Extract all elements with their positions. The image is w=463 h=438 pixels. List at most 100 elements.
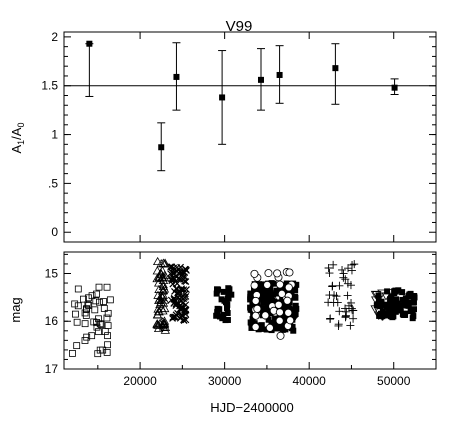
open-circle-point [264, 269, 273, 278]
ratio-points [85, 40, 399, 172]
open-circle-point [251, 311, 260, 320]
filled-square-point [248, 324, 255, 331]
cross-point [180, 286, 188, 294]
open-circle-point [263, 280, 272, 289]
filled-square-point [375, 292, 382, 299]
triangle-point [159, 318, 170, 327]
cross-point [182, 278, 190, 285]
bottom-y-ticks: 15 16 17 [45, 253, 436, 376]
filled-square-point [407, 290, 414, 297]
filled-square-point [258, 287, 265, 294]
plus-point [329, 260, 338, 269]
open-square-point [104, 322, 112, 330]
open-circle-point [283, 296, 292, 305]
triangle-point [154, 284, 164, 293]
filled-square-point [263, 305, 270, 312]
filled-square-point [267, 286, 274, 293]
triangle-point [157, 266, 168, 275]
plus-point [343, 279, 352, 288]
open-circle-point [275, 308, 284, 317]
open-square-point [91, 306, 99, 314]
bottom-y-axis-title: mag [8, 297, 23, 322]
open-square-point [100, 305, 108, 312]
filled-square-point [404, 302, 411, 309]
open-square-point [95, 328, 102, 336]
filled-square-point [410, 306, 417, 313]
filled-square-point [224, 310, 231, 317]
plus-point [324, 264, 333, 273]
cross-point [179, 299, 187, 306]
filled-square-point [247, 296, 254, 303]
filled-square-point [274, 325, 281, 332]
filled-square-point [260, 299, 267, 306]
ratio-point [332, 65, 339, 72]
filled-square-point [391, 307, 398, 314]
bottom-x-tick-label: 40000 [292, 374, 326, 388]
plus-point [341, 275, 350, 284]
triangle-point [160, 303, 170, 313]
filled-square-point [272, 321, 279, 328]
cross-point [182, 266, 190, 273]
triangle-point [155, 299, 165, 308]
triangle-point [160, 270, 170, 279]
open-square-point [96, 346, 104, 354]
cross-point [174, 275, 182, 283]
cross-point [170, 294, 178, 302]
filled-square-point [247, 319, 254, 326]
open-circle-point [275, 316, 284, 325]
open-circle-point [284, 308, 293, 317]
filled-square-point [281, 319, 288, 326]
filled-square-point [228, 291, 235, 298]
filled-square-point [222, 299, 229, 306]
open-circle-point [250, 281, 259, 290]
filled-square-point [291, 311, 298, 318]
filled-square-point [286, 305, 293, 312]
open-square-point [93, 290, 100, 298]
cross-point [170, 264, 178, 272]
bottom-x-tick-label: 30000 [208, 374, 242, 388]
open-square-point [92, 297, 100, 305]
cross-point [180, 317, 188, 325]
top-y-ticks: 0 .5 1 1.5 2 [41, 30, 436, 242]
plus-point [350, 260, 359, 269]
cross-point [172, 285, 180, 293]
ratio-point [219, 94, 226, 101]
open-square-point [88, 332, 96, 340]
open-square-point [104, 332, 111, 340]
ratio-point [257, 76, 264, 83]
filled-square-point [258, 322, 265, 329]
triangle-point [153, 278, 164, 287]
open-circle-point [265, 323, 274, 332]
filled-square-point [220, 311, 227, 318]
open-square-point [73, 342, 81, 350]
bottom-x-tick-label: 20000 [123, 374, 157, 388]
cross-point [169, 280, 177, 288]
bottom-y-tick-label: 17 [45, 362, 59, 376]
cross-point [182, 310, 190, 318]
triangle-point [158, 281, 169, 291]
plus-point [325, 291, 334, 300]
triangle-point [157, 286, 168, 295]
filled-square-point [383, 303, 390, 310]
ratio-point [86, 40, 93, 47]
filled-square-point [259, 305, 266, 312]
filled-square-point [282, 315, 289, 322]
filled-square-point [384, 288, 391, 295]
filled-square-point [247, 290, 254, 297]
plus-point [335, 307, 344, 316]
ylabel-sub-1: 1 [16, 140, 26, 145]
ratio-point [158, 144, 165, 151]
filled-square-point [281, 324, 288, 331]
open-square-point [82, 312, 90, 319]
filled-square-point [283, 288, 290, 295]
filled-square-point [289, 323, 296, 330]
triangle-point [158, 298, 169, 307]
filled-square-point [402, 311, 409, 318]
filled-square-point [279, 300, 286, 307]
plus-point [341, 311, 350, 320]
filled-square-point [224, 304, 231, 311]
filled-square-point [292, 287, 299, 294]
filled-square-point [256, 281, 263, 288]
open-square-point [103, 283, 111, 291]
